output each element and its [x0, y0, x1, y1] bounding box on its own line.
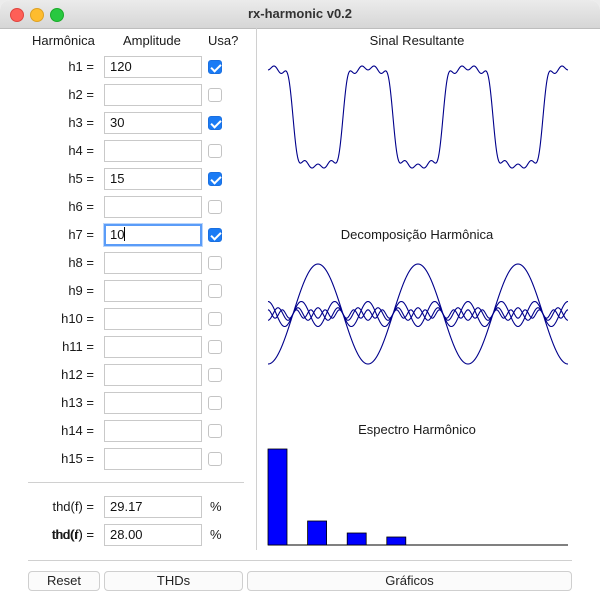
amplitude-value: 10 — [110, 227, 125, 242]
harmonic-label: h8 = — [68, 255, 94, 270]
spectrum-bar-h1 — [267, 448, 288, 546]
harmonic-label: h5 = — [68, 171, 94, 186]
thds-button[interactable]: THDs — [104, 571, 243, 591]
harmonic-label: h9 = — [68, 283, 94, 298]
resultant-signal-title: Sinal Resultante — [369, 33, 465, 48]
spectrum-bar-h5 — [346, 532, 367, 546]
thd-separator — [28, 482, 244, 483]
use-checkbox[interactable] — [208, 452, 222, 466]
close-window-button[interactable] — [10, 8, 24, 22]
harmonic-label: h11 = — [62, 339, 94, 354]
amplitude-input[interactable]: 120 — [104, 56, 202, 78]
thd-f-label: thd(f) = — [52, 527, 94, 542]
thd-r-label: thd(r) = — [51, 527, 94, 542]
maximize-window-button[interactable] — [50, 8, 64, 22]
use-checkbox[interactable] — [208, 284, 222, 298]
harmonic-label: h15 = — [61, 451, 94, 466]
use-checkbox[interactable] — [208, 228, 222, 242]
amplitude-input[interactable] — [104, 84, 202, 106]
harmonic-wave-h1 — [267, 263, 569, 365]
reset-button[interactable]: Reset — [28, 571, 100, 591]
button-bar-separator — [28, 560, 572, 561]
use-checkbox[interactable] — [208, 116, 222, 130]
use-checkbox[interactable] — [208, 60, 222, 74]
window-title: rx-harmonic v0.2 — [247, 6, 353, 21]
amplitude-column-header: Amplitude — [123, 33, 181, 48]
amplitude-input[interactable] — [104, 280, 202, 302]
use-checkbox[interactable] — [208, 368, 222, 382]
thd-r-unit: % — [210, 527, 222, 542]
harmonic-label: h13 = — [61, 395, 94, 410]
use-checkbox[interactable] — [208, 200, 222, 214]
use-checkbox[interactable] — [208, 396, 222, 410]
thd-f-label: thd(f) = — [52, 499, 94, 514]
harmonic-label: h1 = — [68, 59, 94, 74]
amplitude-input[interactable] — [104, 196, 202, 218]
harmonic-label: h6 = — [68, 199, 94, 214]
amplitude-input[interactable] — [104, 420, 202, 442]
graphs-button[interactable]: Gráficos — [247, 571, 572, 591]
use-checkbox[interactable] — [208, 88, 222, 102]
harmonic-label: h14 = — [61, 423, 94, 438]
harmonic-label: h3 = — [68, 115, 94, 130]
amplitude-value: 15 — [110, 171, 125, 186]
text-caret — [124, 227, 126, 241]
harmonic-label: h12 = — [61, 367, 94, 382]
harmonic-label: h7 = — [68, 227, 94, 242]
title-bar: rx-harmonic v0.2 — [0, 0, 600, 29]
thd-f-unit: % — [210, 499, 222, 514]
harmonic-wave-h3 — [267, 300, 569, 328]
amplitude-input[interactable] — [104, 308, 202, 330]
resultant-signal-plot — [267, 65, 569, 169]
amplitude-input[interactable]: 10 — [104, 224, 202, 246]
spectrum-bar-h7 — [386, 536, 407, 546]
harmonic-wave-h5 — [267, 307, 569, 321]
use-checkbox[interactable] — [208, 424, 222, 438]
use-checkbox[interactable] — [208, 172, 222, 186]
amplitude-input[interactable] — [104, 336, 202, 358]
panel-divider — [256, 28, 257, 550]
use-column-header: Usa? — [208, 33, 239, 48]
thd-r-field[interactable]: 28.00 — [104, 524, 202, 546]
amplitude-value: 30 — [110, 115, 125, 130]
amplitude-input[interactable]: 30 — [104, 112, 202, 134]
harmonic-label: h2 = — [68, 87, 94, 102]
harmonic-spectrum-plot — [267, 448, 568, 546]
amplitude-input[interactable] — [104, 364, 202, 386]
harmonic-label: h4 = — [68, 143, 94, 158]
use-checkbox[interactable] — [208, 256, 222, 270]
thd-f-field[interactable]: 29.17 — [104, 496, 202, 518]
amplitude-input[interactable]: 15 — [104, 168, 202, 190]
harmonic-decomposition-plot — [267, 263, 569, 365]
harmonic-wave-h7 — [267, 309, 569, 319]
amplitude-input[interactable] — [104, 252, 202, 274]
use-checkbox[interactable] — [208, 144, 222, 158]
amplitude-input[interactable] — [104, 448, 202, 470]
use-checkbox[interactable] — [208, 340, 222, 354]
amplitude-value: 120 — [110, 59, 132, 74]
harmonic-column-header: Harmônica — [32, 33, 95, 48]
minimize-window-button[interactable] — [30, 8, 44, 22]
spectrum-bar-h3 — [307, 520, 327, 546]
amplitude-input[interactable] — [104, 140, 202, 162]
spectrum-title: Espectro Harmônico — [358, 422, 476, 437]
decomposition-title: Decomposição Harmônica — [340, 227, 494, 242]
harmonic-label: h10 = — [61, 311, 94, 326]
use-checkbox[interactable] — [208, 312, 222, 326]
amplitude-input[interactable] — [104, 392, 202, 414]
resultant-signal-line — [267, 65, 569, 169]
